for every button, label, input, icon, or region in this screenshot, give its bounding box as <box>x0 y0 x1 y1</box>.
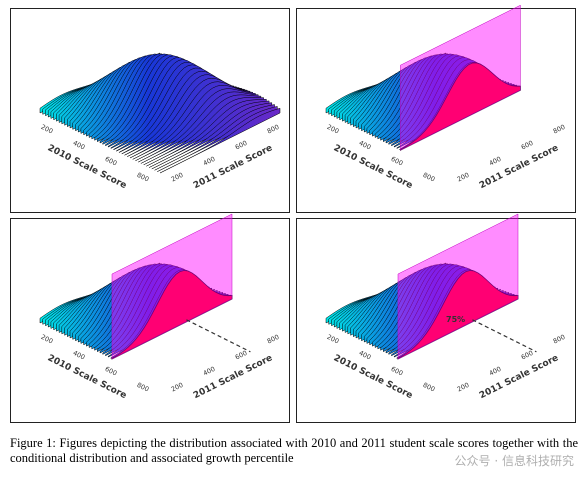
y-tick-label: 600 <box>520 139 535 152</box>
conditional-density <box>111 270 233 360</box>
y-tick-label: 400 <box>202 365 217 378</box>
percentile-line <box>472 319 537 353</box>
y-tick-label: 800 <box>266 333 281 346</box>
panel: 200 400 600 800 200 400 600 800 2010 Scale Score… <box>10 8 290 213</box>
panel: 200 400 600 800 200 400 600 800 2010 Scale Score… <box>296 4 576 213</box>
x-axis-label: 2010 Scale Score <box>46 143 128 191</box>
panel: 75% 200 400 600 800 200 400 600 800 2010 Scale Sc… <box>296 213 576 423</box>
y-tick-label: 400 <box>202 155 217 168</box>
x-axis-label: 2010 Scale Score <box>332 353 414 401</box>
surface-slice <box>159 107 281 174</box>
x-tick-label: 600 <box>104 365 119 378</box>
y-tick-label: 200 <box>456 171 471 184</box>
x-tick-label: 400 <box>358 349 373 362</box>
watermark: 公众号 · 信息科技研究 <box>454 454 574 468</box>
x-axis-label: 2010 Scale Score <box>46 353 128 401</box>
x-tick-label: 400 <box>72 139 87 152</box>
x-tick-label: 200 <box>326 123 341 136</box>
x-tick-label: 400 <box>72 349 87 362</box>
panel-border <box>296 218 576 423</box>
y-tick-label: 800 <box>552 123 567 136</box>
y-tick-label: 400 <box>488 365 503 378</box>
panel-border <box>10 218 290 423</box>
conditioning-plane <box>400 4 521 151</box>
percentile-label: 75% <box>446 315 465 324</box>
percentile-line <box>186 319 251 353</box>
y-tick-label: 600 <box>234 349 249 362</box>
x-tick-label: 600 <box>104 155 119 168</box>
panel-border <box>10 8 290 213</box>
caption: Figure 1: Figures depicting the distribu… <box>10 436 578 465</box>
y-tick-label: 600 <box>234 139 249 152</box>
conditioning-plane <box>111 213 233 360</box>
x-tick-label: 600 <box>390 155 405 168</box>
y-tick-label: 800 <box>266 123 281 136</box>
y-tick-label: 200 <box>456 381 471 394</box>
x-tick-label: 400 <box>358 139 373 152</box>
y-tick-label: 400 <box>488 155 503 168</box>
y-tick-label: 800 <box>552 333 567 346</box>
panel-border <box>296 8 576 213</box>
x-tick-label: 800 <box>422 171 437 184</box>
panel: 200 400 600 800 200 400 600 800 2010 Scale Score… <box>10 213 290 423</box>
x-tick-label: 200 <box>40 123 55 136</box>
y-tick-label: 600 <box>520 349 535 362</box>
x-tick-label: 800 <box>422 381 437 394</box>
y-tick-label: 200 <box>170 171 185 184</box>
x-tick-label: 200 <box>40 333 55 346</box>
conditional-density <box>397 270 519 360</box>
x-tick-label: 200 <box>326 333 341 346</box>
figure: 200 400 600 800 200 400 600 800 2010 Scale Score… <box>10 4 576 423</box>
x-tick-label: 800 <box>136 381 151 394</box>
conditioning-plane <box>397 213 519 360</box>
x-tick-label: 600 <box>390 365 405 378</box>
x-tick-label: 800 <box>136 171 151 184</box>
y-tick-label: 200 <box>170 381 185 394</box>
conditional-density <box>400 62 521 151</box>
x-axis-label: 2010 Scale Score <box>332 143 414 191</box>
